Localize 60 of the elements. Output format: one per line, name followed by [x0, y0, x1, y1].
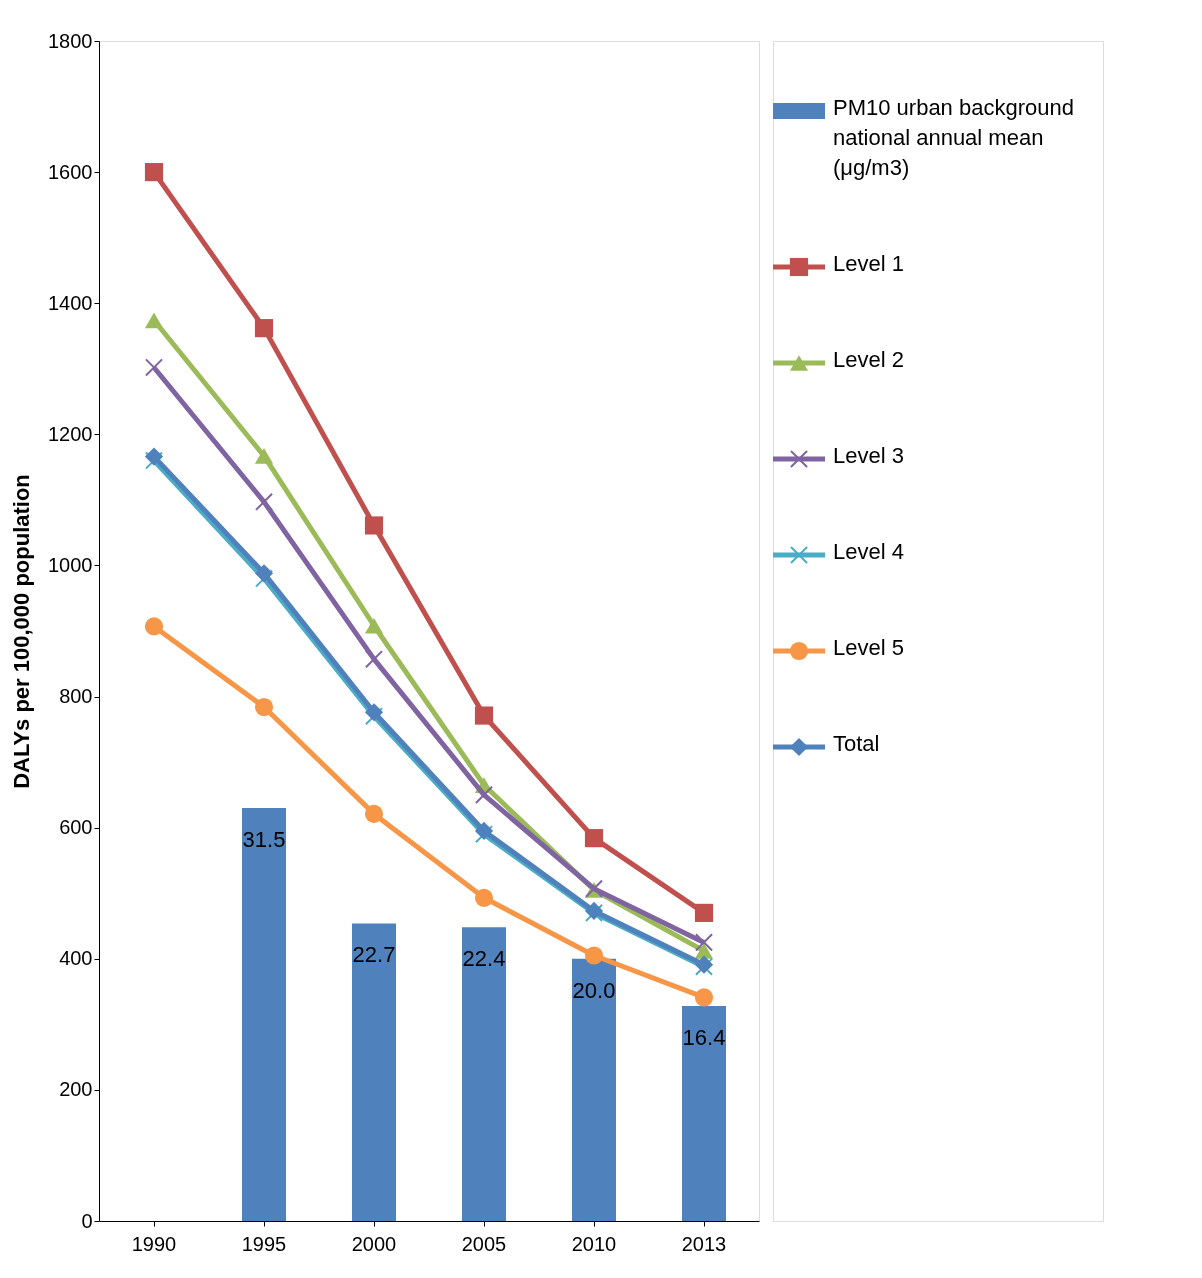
legend-label: PM10 urban background national annual mean (μg/m3) — [833, 95, 1074, 180]
y-tick-label: 1000 — [48, 553, 93, 576]
y-tick-label: 200 — [59, 1078, 93, 1101]
point — [584, 946, 604, 965]
y-tick-label: 1600 — [48, 160, 93, 183]
point — [364, 703, 384, 722]
point — [364, 516, 384, 535]
point — [254, 448, 274, 464]
y-tick-label: 600 — [59, 816, 93, 839]
point — [364, 804, 384, 823]
bar — [462, 927, 506, 1221]
point — [254, 697, 274, 717]
data-label: 31.5 — [242, 827, 286, 852]
point — [144, 163, 164, 182]
point — [694, 988, 714, 1007]
y-tick-label: 800 — [59, 685, 93, 708]
point — [474, 888, 494, 907]
point — [144, 312, 164, 329]
bar — [242, 808, 286, 1221]
data-label: 22.4 — [462, 946, 506, 972]
point — [474, 706, 494, 725]
point — [144, 358, 164, 377]
y-axis-title: DALYs per 100,000 population — [9, 474, 35, 789]
y-tick-label: 0 — [81, 1209, 93, 1232]
point — [474, 785, 494, 804]
point — [584, 829, 604, 848]
x-tick-label: 2005 — [461, 1232, 507, 1255]
y-tick-label: 1800 — [48, 29, 93, 52]
point — [694, 903, 714, 922]
data-label: 16.4 — [682, 1024, 726, 1050]
legend-label: Level 4 — [833, 539, 904, 564]
data-label: 22.7 — [352, 942, 396, 968]
y-tick-label: 1200 — [48, 422, 93, 445]
point — [254, 564, 274, 583]
point — [364, 617, 384, 634]
point — [254, 569, 274, 588]
point — [364, 707, 384, 726]
legend-label: Level 1 — [833, 251, 904, 276]
point — [144, 451, 164, 470]
data-label: 20.0 — [572, 977, 616, 1003]
x-tick-label: 2000 — [351, 1232, 397, 1255]
y-tick-label: 1400 — [48, 291, 93, 314]
point — [694, 933, 714, 952]
x-tick-label: 1990 — [131, 1232, 177, 1255]
x-tick-label: 2010 — [571, 1232, 617, 1255]
bar — [352, 923, 396, 1221]
point — [254, 492, 274, 511]
point — [364, 650, 384, 669]
legend-label: Level 5 — [833, 635, 904, 660]
point — [144, 617, 164, 636]
bar — [682, 1005, 726, 1221]
point — [144, 447, 164, 466]
legend-label: Level 3 — [833, 443, 904, 468]
bar — [572, 958, 616, 1221]
x-tick-label: 2013 — [681, 1232, 727, 1255]
legend-label: Total — [833, 731, 880, 756]
y-tick-label: 400 — [59, 947, 93, 970]
legend-label: Level 2 — [833, 347, 904, 372]
x-tick-label: 1995 — [241, 1232, 287, 1255]
point — [254, 319, 274, 338]
